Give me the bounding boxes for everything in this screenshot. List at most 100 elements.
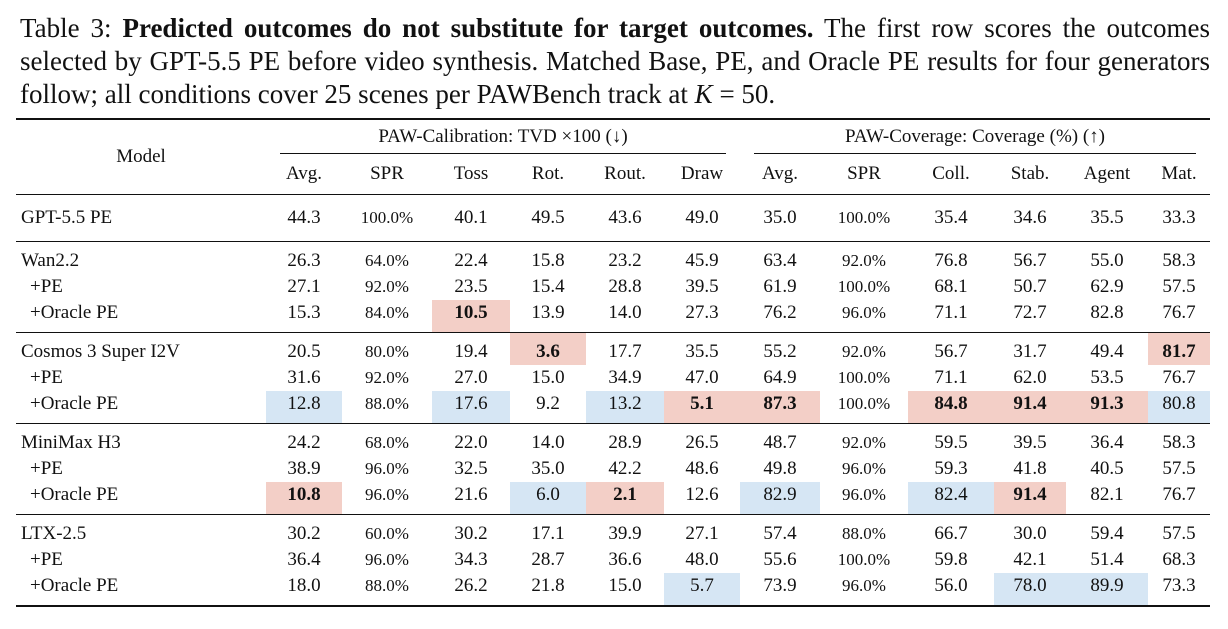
value-cell: 80.0%: [342, 332, 432, 365]
value-cell: 24.2: [266, 423, 342, 456]
col-header: Toss: [453, 163, 489, 184]
header-group-calibration: PAW-Calibration: TVD ×100 (↓): [266, 118, 740, 154]
value-cell: 26.5: [664, 423, 740, 456]
value-cell: 22.0: [432, 423, 510, 456]
value-cell: 53.5: [1090, 367, 1124, 388]
value-cell: 71.1: [934, 302, 968, 323]
value-cell: 45.9: [664, 241, 740, 274]
value-cell: 28.9: [586, 423, 664, 456]
value-cell: 55.0: [1066, 241, 1148, 274]
value-cell: 12.6: [685, 484, 719, 505]
model-name-cell: +PE: [30, 458, 63, 479]
model-name-cell: +Oracle PE: [30, 302, 119, 323]
value-cell: 31.6: [287, 367, 321, 388]
value-cell: 15.0: [586, 573, 664, 607]
value-cell: 30.2: [266, 514, 342, 547]
value-cell: 17.7: [586, 332, 664, 365]
table-row: +Oracle PE 12.8 88.0% 17.6 9.2 13.2 5.1 87.3 100…: [16, 391, 1210, 424]
col-header: Stab.: [1010, 163, 1050, 184]
col-header: Rot.: [531, 163, 565, 184]
value-cell: 78.0: [994, 573, 1066, 607]
table-row: Cosmos 3 Super I2V 20.5 80.0% 19.4 3.6 17.7 35…: [16, 332, 1210, 365]
value-cell: 59.4: [1066, 514, 1148, 547]
value-cell: 49.0: [664, 194, 740, 242]
value-cell: 48.0: [685, 549, 719, 570]
value-cell: 28.7: [531, 549, 565, 570]
value-cell: 80.8: [1148, 391, 1210, 424]
value-cell: 100.0%: [837, 394, 891, 413]
value-cell: 27.1: [664, 514, 740, 547]
value-cell: 39.9: [586, 514, 664, 547]
value-cell: 27.3: [685, 302, 719, 323]
value-cell: 18.0: [266, 573, 342, 607]
table-row: MiniMax H3 24.2 68.0% 22.0 14.0 28.9 26.5 48.7 9…: [16, 423, 1210, 456]
value-cell: 40.5: [1090, 458, 1124, 479]
value-cell: 84.0%: [365, 303, 409, 322]
value-cell: 15.8: [510, 241, 586, 274]
table-row: Wan2.2 26.3 64.0% 22.4 15.8 23.2 45.9 63.4 92.0%…: [16, 241, 1210, 274]
value-cell: 76.8: [908, 241, 994, 274]
value-cell: 9.2: [536, 393, 560, 414]
model-name-cell: MiniMax H3: [16, 423, 266, 456]
value-cell: 21.6: [454, 484, 488, 505]
value-cell: 57.5: [1162, 276, 1196, 297]
value-cell: 57.5: [1162, 458, 1196, 479]
value-cell: 87.3: [740, 391, 820, 424]
value-cell: 56.0: [908, 573, 994, 607]
table-row: GPT-5.5 PE 44.3 100.0% 40.1 49.5 43.6 49.0 35.0…: [16, 194, 1210, 242]
header-group-coverage: PAW-Coverage: Coverage (%) (↑): [740, 118, 1210, 154]
value-cell: 27.0: [454, 367, 488, 388]
model-name-cell: +PE: [30, 367, 63, 388]
value-cell: 72.7: [1013, 302, 1047, 323]
value-cell: 100.0%: [837, 277, 891, 296]
value-cell: 30.2: [432, 514, 510, 547]
value-cell: 92.0%: [365, 277, 409, 296]
col-header: Rout.: [604, 163, 646, 184]
value-cell: 47.0: [685, 367, 719, 388]
value-cell: 96.0%: [842, 303, 886, 322]
value-cell: 91.4: [994, 391, 1066, 424]
value-cell: 55.6: [763, 549, 797, 570]
value-cell: 84.8: [908, 391, 994, 424]
value-cell: 35.5: [1066, 194, 1148, 242]
value-cell: 73.3: [1148, 573, 1210, 607]
model-name-cell: +PE: [30, 276, 63, 297]
value-cell: 51.4: [1090, 549, 1124, 570]
value-cell: 14.0: [608, 302, 642, 323]
value-cell: 32.5: [454, 458, 488, 479]
value-cell: 21.8: [510, 573, 586, 607]
value-cell: 76.7: [1162, 484, 1196, 505]
table-row: +PE 31.6 92.0% 27.0 15.0 34.9 47.0 64.9 100.0% 71…: [16, 365, 1210, 391]
value-cell: 88.0%: [365, 394, 409, 413]
caption-text: The first row scores the outcomes select…: [20, 13, 1211, 109]
value-cell: 3.6: [510, 332, 586, 365]
value-cell: 35.0: [740, 194, 820, 242]
value-cell: 15.3: [287, 302, 321, 323]
value-cell: 68.3: [1162, 549, 1196, 570]
table-row: +Oracle PE 18.0 88.0% 26.2 21.8 15.0 5.7 73.9 96…: [16, 573, 1210, 607]
value-cell: 36.4: [1066, 423, 1148, 456]
value-cell: 22.4: [432, 241, 510, 274]
value-cell: 26.3: [266, 241, 342, 274]
value-cell: 59.8: [934, 549, 968, 570]
value-cell: 6.0: [510, 482, 586, 515]
value-cell: 63.4: [740, 241, 820, 274]
results-table: Model PAW-Calibration: TVD ×100 (↓) PAW-…: [16, 118, 1210, 607]
value-cell: 68.0%: [342, 423, 432, 456]
value-cell: 61.9: [763, 276, 797, 297]
model-name-cell: +Oracle PE: [30, 484, 119, 505]
caption-math-k: K: [694, 79, 713, 109]
value-cell: 36.6: [608, 549, 642, 570]
value-cell: 12.8: [266, 391, 342, 424]
value-cell: 15.4: [531, 276, 565, 297]
value-cell: 38.9: [287, 458, 321, 479]
value-cell: 76.2: [763, 302, 797, 323]
model-name-cell: +Oracle PE: [16, 573, 266, 607]
caption-math-tail: = 50.: [719, 79, 776, 109]
value-cell: 28.8: [608, 276, 642, 297]
value-cell: 82.1: [1090, 484, 1124, 505]
value-cell: 30.0: [994, 514, 1066, 547]
value-cell: 62.9: [1090, 276, 1124, 297]
value-cell: 81.7: [1148, 332, 1210, 365]
value-cell: 49.5: [510, 194, 586, 242]
